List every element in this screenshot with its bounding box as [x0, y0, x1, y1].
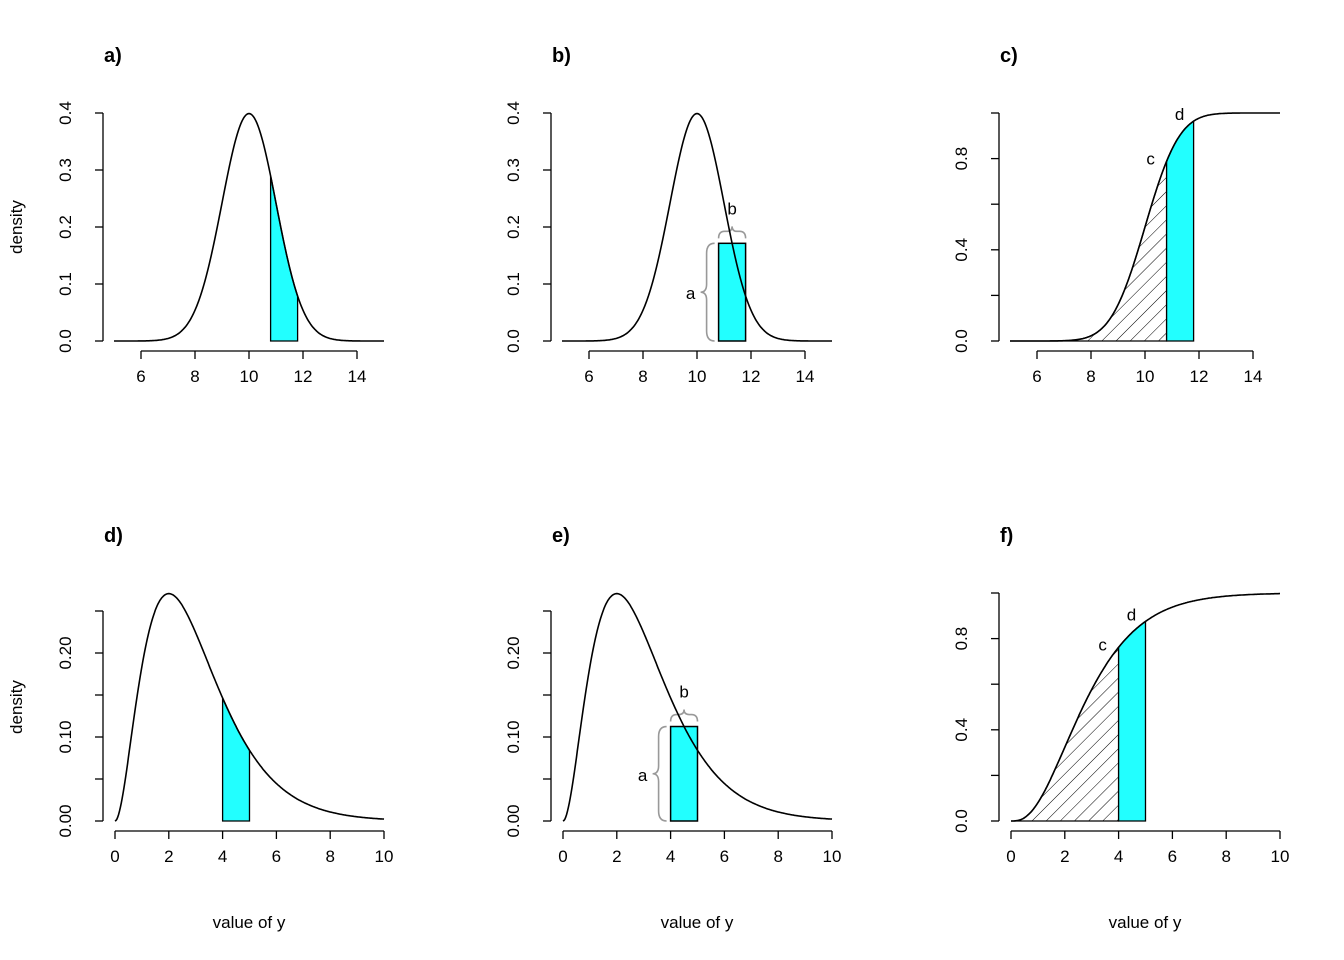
- x-tick-label: 10: [240, 367, 259, 386]
- y-tick-label: 0.2: [504, 215, 523, 239]
- x-tick-label: 12: [742, 367, 761, 386]
- panel-f: c d 0 2 4 6 8 10 0.0 0.4 0.8 f) value of y: [952, 525, 1289, 932]
- shaded-rectangle: [717, 242, 747, 342]
- upper-bound-label: d: [1127, 605, 1136, 624]
- panel-title: a): [104, 45, 122, 67]
- curve-line: [1011, 592, 1280, 822]
- shaded-area: [269, 175, 299, 342]
- x-tick-label: 10: [823, 847, 842, 866]
- panel-title: e): [552, 525, 570, 547]
- x-tick-label: 14: [348, 367, 367, 386]
- x-axis-label: value of y: [213, 913, 286, 932]
- panel-title: d): [104, 525, 123, 547]
- y-tick-label: 0.1: [56, 272, 75, 296]
- x-tick-label: 2: [164, 847, 173, 866]
- x-tick-label: 10: [1136, 367, 1155, 386]
- x-tick-label: 0: [110, 847, 119, 866]
- y-tick-label: 0.4: [952, 718, 971, 742]
- x-tick-label: 12: [1190, 367, 1209, 386]
- panel-d: 0 2 4 6 8 10 0.00 0.10 0.20 d) density value of y: [7, 525, 393, 932]
- x-tick-label: 12: [294, 367, 313, 386]
- curve-line: [562, 112, 832, 342]
- y-tick-label: 0.8: [952, 147, 971, 171]
- y-tick-label: 0.3: [504, 158, 523, 182]
- x-tick-label: 14: [1244, 367, 1263, 386]
- x-tick-label: 8: [325, 847, 334, 866]
- x-tick-label: 14: [796, 367, 815, 386]
- y-axis-label: density: [7, 680, 26, 734]
- height-brace: [652, 725, 667, 822]
- panel-e: a b 0 2 4 6 8 10 0.00 0.10 0.20 e) value of y: [504, 525, 841, 932]
- upper-bound-label: d: [1175, 105, 1184, 124]
- x-tick-label: 8: [1086, 367, 1095, 386]
- y-axis-label: density: [7, 200, 26, 254]
- y-tick-label: 0.0: [504, 329, 523, 353]
- panel-title: b): [552, 45, 571, 67]
- panel-title: c): [1000, 45, 1018, 67]
- y-tick-label: 0.3: [56, 158, 75, 182]
- lower-bound-label: c: [1146, 149, 1155, 168]
- x-tick-label: 4: [666, 847, 675, 866]
- shaded-rectangle: [669, 725, 699, 822]
- width-label: b: [727, 199, 736, 218]
- x-tick-label: 0: [1006, 847, 1015, 866]
- height-label: a: [638, 766, 648, 785]
- panel-title: f): [1000, 525, 1013, 547]
- panel-c: c d 6 8 10 12 14 0.0 0.4 0.8 c): [952, 45, 1280, 386]
- y-tick-label: 0.2: [56, 215, 75, 239]
- x-tick-label: 10: [375, 847, 394, 866]
- x-tick-label: 6: [584, 367, 593, 386]
- x-tick-label: 4: [1114, 847, 1123, 866]
- y-tick-label: 0.4: [56, 101, 75, 125]
- y-tick-label: 0.10: [504, 720, 523, 753]
- x-tick-label: 10: [688, 367, 707, 386]
- y-tick-label: 0.0: [952, 809, 971, 833]
- shaded-area: [1117, 620, 1147, 822]
- width-brace: [717, 226, 747, 239]
- curve-line: [562, 592, 833, 822]
- x-tick-label: 6: [1168, 847, 1177, 866]
- x-tick-label: 4: [218, 847, 227, 866]
- shaded-area: [221, 697, 251, 822]
- width-label: b: [679, 683, 688, 702]
- panel-b: a b 6 8 10 12 14 0.0 0.1 0.2 0.3 0.4 b): [504, 45, 832, 386]
- x-tick-label: 6: [1032, 367, 1041, 386]
- x-tick-label: 8: [1221, 847, 1230, 866]
- height-brace: [700, 242, 715, 342]
- x-tick-label: 2: [612, 847, 621, 866]
- y-tick-label: 0.00: [504, 804, 523, 837]
- height-label: a: [686, 284, 696, 303]
- y-tick-label: 0.0: [56, 329, 75, 353]
- curve-line: [114, 112, 384, 342]
- x-tick-label: 6: [272, 847, 281, 866]
- curve-line: [1010, 112, 1280, 342]
- y-tick-label: 0.20: [56, 636, 75, 669]
- y-tick-label: 0.10: [56, 720, 75, 753]
- hatched-area: [1010, 161, 1168, 342]
- x-tick-label: 6: [720, 847, 729, 866]
- x-tick-label: 6: [136, 367, 145, 386]
- y-tick-label: 0.8: [952, 627, 971, 651]
- x-tick-label: 8: [773, 847, 782, 866]
- y-tick-label: 0.4: [504, 101, 523, 125]
- y-tick-label: 0.0: [952, 329, 971, 353]
- y-tick-label: 0.4: [952, 238, 971, 262]
- lower-bound-label: c: [1098, 635, 1107, 654]
- hatched-area: [1011, 645, 1120, 822]
- y-tick-label: 0.20: [504, 636, 523, 669]
- y-tick-label: 0.00: [56, 804, 75, 837]
- x-tick-label: 2: [1060, 847, 1069, 866]
- curve-line: [114, 592, 385, 822]
- x-tick-label: 8: [190, 367, 199, 386]
- width-brace: [669, 709, 699, 722]
- panel-a: 6 8 10 12 14 0.0 0.1 0.2 0.3 0.4 a) density: [7, 45, 384, 386]
- shaded-area: [1165, 119, 1195, 342]
- x-tick-label: 10: [1271, 847, 1290, 866]
- x-tick-label: 0: [558, 847, 567, 866]
- y-tick-label: 0.1: [504, 272, 523, 296]
- x-axis-label: value of y: [661, 913, 734, 932]
- x-axis-label: value of y: [1109, 913, 1182, 932]
- x-tick-label: 8: [638, 367, 647, 386]
